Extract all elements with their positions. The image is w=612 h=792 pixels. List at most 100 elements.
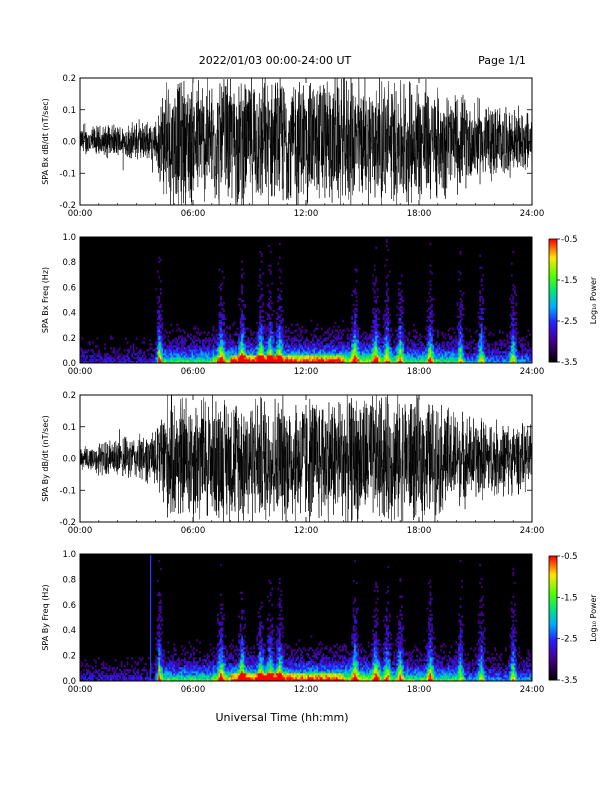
heatmap-cell [400, 296, 403, 299]
heatmap-cell [480, 359, 483, 362]
heatmap-cell [281, 349, 284, 352]
heatmap-cell [197, 337, 200, 340]
heatmap-cell [330, 351, 332, 354]
heatmap-cell [417, 357, 420, 360]
heatmap-cell [390, 329, 393, 332]
heatmap-cell [345, 357, 347, 360]
heatmap-cell [81, 663, 84, 666]
heatmap-cell [456, 303, 459, 307]
heatmap-cell [357, 327, 360, 330]
heatmap-cell [426, 351, 429, 354]
heatmap-cell [510, 355, 513, 358]
heatmap-cell [221, 357, 224, 360]
heatmap-cell [500, 339, 503, 342]
heatmap-cell [372, 339, 375, 342]
heatmap-cell [244, 347, 247, 350]
heatmap-cell [281, 309, 284, 313]
heatmap-cell [180, 645, 183, 648]
heatmap-cell [459, 339, 462, 342]
heatmap-cell [310, 319, 313, 322]
heatmap-cell [242, 343, 245, 346]
heatmap-cell [352, 327, 355, 330]
heatmap-cell [348, 337, 350, 340]
heatmap-cell [229, 333, 231, 336]
heatmap-cell [226, 361, 228, 364]
heatmap-cell [318, 347, 320, 350]
heatmap-cell [281, 317, 284, 320]
heatmap-cell [116, 679, 118, 682]
heatmap-cell [299, 347, 302, 350]
heatmap-cell [510, 323, 513, 326]
heatmap-cell [372, 345, 375, 348]
heatmap-cell [385, 341, 388, 344]
heatmap-cell [138, 353, 141, 356]
heatmap-cell [428, 351, 430, 354]
heatmap-cell [170, 665, 173, 668]
heatmap-cell [221, 335, 224, 338]
heatmap-cell [382, 355, 385, 358]
heatmap-cell [105, 359, 108, 362]
heatmap-cell [429, 307, 432, 311]
heatmap-cell [104, 357, 106, 360]
heatmap-cell [238, 341, 241, 344]
heatmap-cell [113, 677, 115, 680]
heatmap-cell [450, 353, 453, 356]
heatmap-cell [241, 325, 244, 328]
heatmap-cell [394, 361, 397, 364]
heatmap-cell [189, 669, 192, 672]
heatmap-cell [443, 361, 445, 364]
heatmap-cell [527, 359, 530, 362]
heatmap-cell [504, 353, 507, 356]
heatmap-cell [423, 355, 426, 358]
heatmap-cell [92, 677, 94, 680]
heatmap-cell [357, 361, 360, 364]
heatmap-cell [324, 361, 326, 364]
heatmap-cell [510, 361, 513, 364]
heatmap-cell [162, 673, 165, 676]
heatmap-cell [150, 679, 153, 682]
heatmap-cell [159, 633, 162, 636]
heatmap-cell [83, 673, 85, 676]
heatmap-cell [84, 351, 87, 354]
heatmap-cell [411, 359, 414, 362]
heatmap-cell [257, 335, 260, 338]
heatmap-cell [354, 329, 357, 332]
heatmap-cell [458, 347, 460, 350]
heatmap-cell [376, 347, 379, 350]
heatmap-cell [98, 359, 100, 362]
heatmap-cell [461, 347, 463, 350]
heatmap-cell [232, 343, 234, 346]
heatmap-cell [456, 351, 459, 354]
heatmap-cell [501, 331, 504, 334]
heatmap-cell [101, 673, 103, 676]
heatmap-cell [483, 351, 486, 354]
heatmap-cell [504, 351, 507, 354]
heatmap-cell [150, 361, 153, 364]
heatmap-cell [159, 323, 162, 326]
heatmap-cell [167, 657, 170, 660]
heatmap-cell [340, 353, 343, 356]
heatmap-cell [146, 359, 149, 362]
heatmap-cell [334, 355, 337, 358]
heatmap-cell [417, 349, 420, 352]
heatmap-cell [269, 300, 272, 303]
heatmap-cell [275, 337, 278, 340]
heatmap-cell [411, 357, 414, 360]
heatmap-cell [161, 619, 164, 622]
heatmap-cell [158, 309, 161, 313]
heatmap-cell [373, 296, 376, 299]
heatmap-cell [509, 355, 512, 358]
heatmap-cell [465, 347, 468, 350]
heatmap-cell [385, 303, 388, 307]
heatmap-cell [355, 280, 358, 283]
heatmap-cell [479, 315, 482, 319]
x-tick-label: 24:00 [520, 209, 545, 219]
heatmap-cell [480, 361, 483, 364]
heatmap-cell [364, 349, 367, 352]
heatmap-cell [132, 675, 135, 678]
heatmap-cell [209, 355, 212, 358]
heatmap-cell [149, 343, 152, 346]
heatmap-cell [473, 357, 476, 360]
heatmap-cell [340, 335, 343, 338]
heatmap-cell [503, 361, 506, 364]
